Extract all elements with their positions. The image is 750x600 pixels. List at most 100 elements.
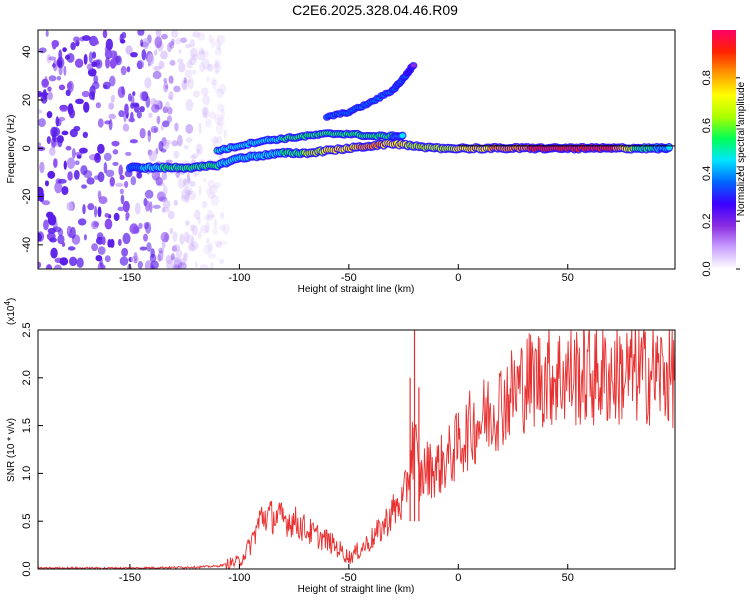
noise-blob <box>210 136 220 144</box>
colorbar: 0.0 0.2 0.4 0.6 0.8 Normalized spectral ampl… <box>701 30 747 277</box>
noise-blob <box>135 202 141 215</box>
noise-blob <box>201 106 207 119</box>
noise-blob <box>180 188 190 200</box>
noise-blob <box>56 56 65 69</box>
noise-blob <box>146 242 152 252</box>
noise-blob <box>158 140 164 152</box>
noise-blob <box>189 224 195 232</box>
noise-blob <box>221 108 225 120</box>
noise-blob <box>97 246 106 255</box>
noise-blob <box>213 63 220 70</box>
noise-blob <box>143 233 148 242</box>
noise-blob <box>186 234 194 245</box>
noise-blob <box>189 181 196 188</box>
spectrogram-x-ticks: -150 -100 -50 0 50 <box>119 264 574 284</box>
noise-blob <box>207 213 216 219</box>
noise-blob <box>214 60 222 73</box>
noise-blob <box>65 89 71 97</box>
noise-blob <box>108 102 115 110</box>
noise-blob <box>183 77 187 84</box>
snr-line <box>38 330 675 569</box>
noise-blob <box>211 82 217 90</box>
noise-blob <box>208 111 217 120</box>
noise-blob <box>216 135 223 145</box>
colorbar-tick-label: 0.8 <box>701 70 713 85</box>
noise-blob <box>185 123 194 134</box>
noise-blob <box>73 169 80 180</box>
colorbar-gradient <box>712 30 736 269</box>
noise-blob <box>193 90 200 98</box>
noise-blob <box>77 218 87 226</box>
noise-blob <box>211 77 217 83</box>
noise-blob <box>206 76 210 83</box>
noise-blob <box>105 38 114 51</box>
noise-blob <box>66 82 73 90</box>
noise-blob <box>204 214 210 221</box>
noise-blob <box>74 160 80 166</box>
noise-blob <box>155 147 159 155</box>
y-tick-label: 0 <box>21 145 33 151</box>
noise-blob <box>201 58 210 70</box>
noise-blob <box>182 252 187 265</box>
x-tick-label: -50 <box>341 272 357 284</box>
noise-blob <box>38 232 42 242</box>
noise-blob <box>39 161 45 174</box>
spectrogram-x-axis-label: Height of straight line (km) <box>298 284 415 295</box>
noise-blob <box>179 257 186 266</box>
noise-blob <box>111 140 120 147</box>
noise-blob <box>180 37 187 44</box>
noise-blob <box>165 101 170 109</box>
noise-blob <box>187 189 191 198</box>
noise-blob <box>217 44 222 52</box>
y-tick-label: 1.5 <box>21 418 33 433</box>
noise-blob <box>184 79 192 84</box>
noise-blob <box>83 234 87 241</box>
noise-blob <box>137 261 143 269</box>
noise-blob <box>161 33 168 40</box>
snr-series <box>38 330 675 569</box>
noise-blob <box>56 76 62 81</box>
spectrogram-y-ticks: -40 -20 0 20 40 <box>21 46 43 253</box>
noise-blob <box>166 115 173 123</box>
noise-blob <box>144 189 154 199</box>
noise-blob <box>109 75 116 87</box>
noise-blob <box>214 48 222 56</box>
noise-blob <box>191 236 195 248</box>
noise-blob <box>171 38 175 46</box>
noise-blob <box>162 200 171 209</box>
noise-blob <box>119 256 129 266</box>
noise-blob <box>187 243 196 252</box>
noise-blob <box>108 113 116 120</box>
x-tick-label: 0 <box>455 572 461 584</box>
noise-blob <box>171 30 179 39</box>
noise-blob <box>97 171 105 183</box>
noise-blob <box>207 242 214 253</box>
noise-blob <box>220 240 228 246</box>
noise-blob <box>219 258 225 265</box>
y-tick-label: 0.5 <box>21 514 33 529</box>
noise-blob <box>168 75 174 84</box>
noise-blob <box>115 55 122 66</box>
noise-blob <box>169 227 174 235</box>
noise-blob <box>192 31 201 38</box>
noise-blob <box>118 110 125 118</box>
noise-blob <box>197 148 201 154</box>
snr-x-axis-label: Height of straight line (km) <box>298 584 415 595</box>
noise-blob <box>163 140 170 149</box>
noise-blob <box>61 130 69 136</box>
noise-blob <box>201 200 208 209</box>
noise-blob <box>41 200 51 206</box>
noise-blob <box>120 39 126 44</box>
noise-blob <box>177 262 187 269</box>
noise-blob <box>97 206 102 218</box>
noise-blob <box>39 195 45 203</box>
noise-blob <box>91 220 99 230</box>
noise-blob <box>184 193 190 204</box>
noise-blob <box>68 256 78 267</box>
noise-blob <box>216 88 224 99</box>
noise-blob <box>183 231 190 243</box>
noise-blob <box>57 178 67 184</box>
noise-blob <box>183 144 189 150</box>
noise-blob <box>216 241 222 249</box>
